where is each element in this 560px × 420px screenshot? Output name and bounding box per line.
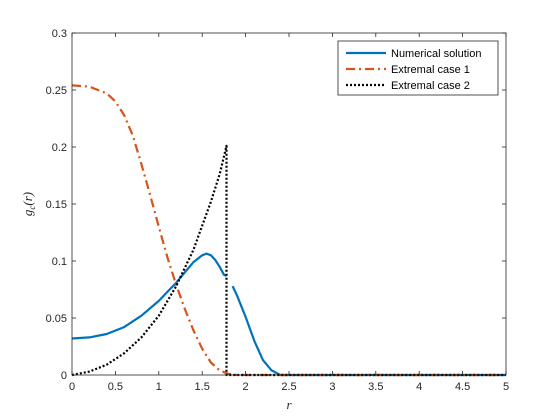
y-axis-label: gc(r): [20, 192, 37, 216]
x-tick-label: 1: [156, 381, 162, 393]
y-tick-label: 0.05: [46, 313, 67, 325]
x-tick-label: 0: [69, 381, 75, 393]
y-tick-label: 0.3: [52, 28, 67, 40]
x-tick-label: 0.5: [108, 381, 123, 393]
series-line-3: [71, 144, 506, 377]
x-tick-label: 4.5: [455, 381, 470, 393]
ticks-layer: 0 0.5 1 1.5 2 2.5 3 3.5 4 4.5 5 0 0.05 0.1 0.15 0.2 0.25…: [46, 28, 509, 393]
legend-label-2: Extremal case 1: [391, 64, 470, 76]
y-tick-label: 0.1: [52, 256, 67, 268]
x-tick-label: 5: [503, 381, 509, 393]
series-layer: [71, 84, 506, 377]
x-tick-label: 3.5: [368, 381, 383, 393]
legend-label-1: Numerical solution: [391, 48, 481, 60]
x-tick-label: 2: [243, 381, 249, 393]
series-line-2: [71, 84, 506, 377]
y-tick-label: 0.2: [52, 142, 67, 154]
y-tick-label: 0.25: [46, 85, 67, 97]
y-tick-label: 0: [61, 370, 67, 382]
legend-label-3: Extremal case 2: [391, 80, 470, 92]
series-line-1: [71, 252, 506, 377]
x-tick-label: 4: [416, 381, 422, 393]
y-tick-label: 0.15: [46, 199, 67, 211]
legend-box: [337, 40, 499, 96]
x-tick-label: 3: [329, 381, 335, 393]
x-tick-label: 2.5: [281, 381, 296, 393]
x-axis-label: r: [286, 397, 292, 412]
legend: Numerical solution Extremal case 1 Extrema…: [337, 40, 499, 96]
x-tick-label: 1.5: [195, 381, 210, 393]
